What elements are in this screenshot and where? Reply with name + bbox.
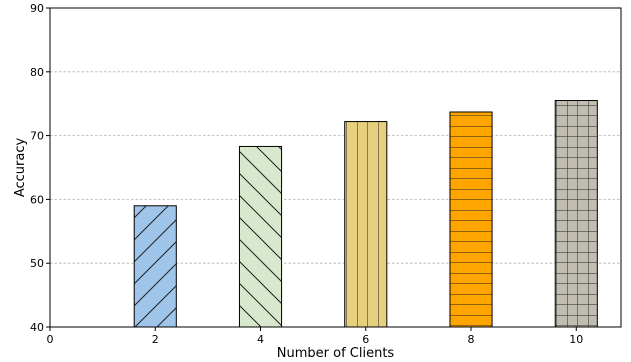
x-tick-label: 2 [152,333,159,346]
bar [133,205,177,328]
bar [238,145,283,328]
bars [133,100,598,328]
y-tick-label: 50 [30,257,44,270]
x-tick-label: 10 [569,333,583,346]
plot-area-frame [49,7,622,328]
x-tick-label: 8 [468,333,475,346]
x-tick-label: 6 [362,333,369,346]
x-tick-label: 0 [47,333,54,346]
bar-hatch [449,111,493,327]
y-tick-label: 90 [30,2,44,15]
bar [449,111,493,328]
bar-hatch [134,205,177,327]
x-axis-title: Number of Clients [277,346,395,361]
y-tick-label: 70 [30,130,44,143]
bar-hatch [555,100,598,327]
bar-hatch [239,146,282,327]
y-tick-label: 80 [30,66,44,79]
bar-hatch [344,121,387,328]
y-axis-title: Accuracy [13,138,28,198]
bar [554,100,598,328]
y-tick-label: 60 [30,193,44,206]
y-tick-label: 40 [30,321,44,334]
x-tick-label: 4 [257,333,264,346]
ticks: 0 2 4 6 8 10 40 50 60 70 80 90 [30,2,583,346]
bar [344,121,388,328]
